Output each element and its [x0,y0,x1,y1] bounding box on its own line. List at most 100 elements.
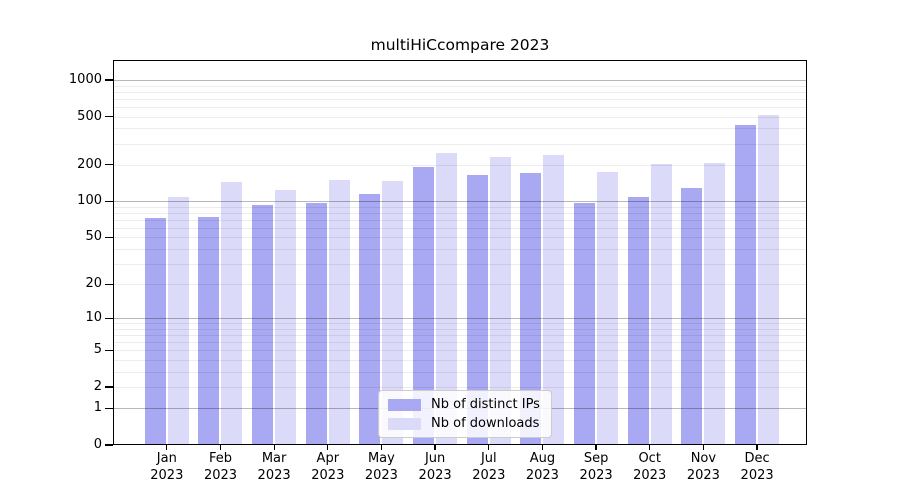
legend-item: Nb of distinct IPs [388,397,540,412]
y-tick-label: 100 [77,193,102,209]
gridline-minor [113,219,807,221]
x-tick-mark [380,445,383,450]
y-tick-label: 0 [93,437,102,452]
y-tick-label: 500 [77,108,102,124]
x-tick-label-aug: Aug 2023 [525,451,559,483]
y-tick-label: 20 [85,276,102,292]
x-tick-label-dec: Dec 2023 [740,451,774,483]
x-tick-mark [327,445,329,450]
bar-downloads-oct [650,164,672,445]
gridline-minor [113,227,807,229]
x-tick-mark [488,445,490,450]
plot-area: Nb of distinct IPs Nb of downloads [113,60,807,445]
x-tick-mark [434,445,436,450]
y-tick-label: 1000 [68,72,102,87]
legend-swatch-icon [388,417,421,430]
gridline-minor [113,342,807,344]
bar-downloads-feb [221,182,243,445]
x-tick-label-jun: Jun 2023 [418,451,452,483]
x-tick-mark [166,445,168,450]
bar-downloads-jan [167,196,189,445]
gridline-minor [113,116,807,118]
y-tick-mark [105,349,113,351]
gridline-minor [113,335,807,337]
x-tick-mark [702,445,704,450]
bar-downloads-jun [436,152,458,445]
bar-ips-mar [252,205,274,445]
gridline-minor [113,360,807,361]
x-tick-mark [595,445,597,450]
bar-downloads-sep [597,171,619,445]
bar-ips-apr [305,203,327,445]
bar-downloads-may [382,180,404,445]
y-tick-mark [105,283,113,285]
x-tick-label-apr: Apr 2023 [311,451,345,483]
bar-ips-may [359,193,381,445]
gridline-minor [113,91,807,93]
x-tick-mark [273,445,275,450]
y-tick-mark [105,386,113,388]
gridline-minor [113,143,807,145]
bar-ips-feb [198,216,220,445]
x-tick-label-jul: Jul 2023 [472,451,506,483]
bar-ips-sep [574,203,596,445]
chart-title: multiHiCcompare 2023 [370,36,550,54]
bar-downloads-nov [704,162,726,445]
bar-ips-nov [681,187,703,445]
y-tick-label: 10 [85,310,102,326]
y-tick-label: 1 [93,400,102,416]
y-tick-label: 50 [85,229,102,245]
bar-downloads-dec [758,114,780,445]
gridline-minor [113,387,807,388]
x-tick-label-feb: Feb 2023 [203,451,238,483]
gridline-major [113,318,807,320]
y-tick-label: 5 [93,342,102,358]
x-tick-label-jan: Jan 2023 [150,451,184,483]
x-tick-mark [541,445,544,450]
gridline-minor [113,106,807,108]
legend-item: Nb of downloads [388,416,540,431]
x-tick-mark [756,445,758,450]
y-tick-mark [105,236,113,238]
gridline-minor [113,323,807,325]
x-tick-label-nov: Nov 2023 [686,451,720,483]
bar-ips-jul [466,174,488,445]
y-tick-mark [105,317,113,319]
x-tick-label-oct: Oct 2023 [633,451,667,483]
gridline-minor [113,128,807,130]
legend-swatch-icon [388,398,421,411]
gridline-minor [113,237,807,239]
x-tick-label-mar: Mar 2023 [257,451,291,483]
y-tick-label: 200 [77,156,102,172]
y-tick-mark [105,79,113,81]
bar-ips-jun [413,166,435,445]
y-tick-mark [105,407,113,409]
gridline-minor [113,206,807,208]
legend-item-label: Nb of distinct IPs [431,397,540,412]
bar-downloads-mar [275,189,297,445]
bar-ips-jan [144,218,166,445]
x-tick-label-sep: Sep 2023 [579,451,613,483]
gridline-minor [113,263,807,265]
y-tick-label: 2 [93,379,102,394]
bar-downloads-apr [328,179,350,445]
gridline-minor [113,284,807,286]
gridline-minor [113,212,807,214]
legend: Nb of distinct IPs Nb of downloads [378,390,552,438]
gridline-minor [113,164,807,166]
y-tick-mark [105,164,113,166]
bar-downloads-aug [543,155,565,445]
gridline-major [113,80,807,81]
gridline-minor [113,328,807,330]
x-tick-mark [649,445,651,450]
gridline-minor [113,350,807,352]
y-tick-mark [105,115,113,118]
x-tick-label-may: May 2023 [364,451,398,483]
gridline-minor [113,248,807,250]
bar-ips-oct [627,197,649,445]
bar-ips-aug [520,173,542,445]
bar-ips-dec [735,124,757,445]
gridline-minor [113,371,807,373]
x-tick-mark [219,445,222,450]
